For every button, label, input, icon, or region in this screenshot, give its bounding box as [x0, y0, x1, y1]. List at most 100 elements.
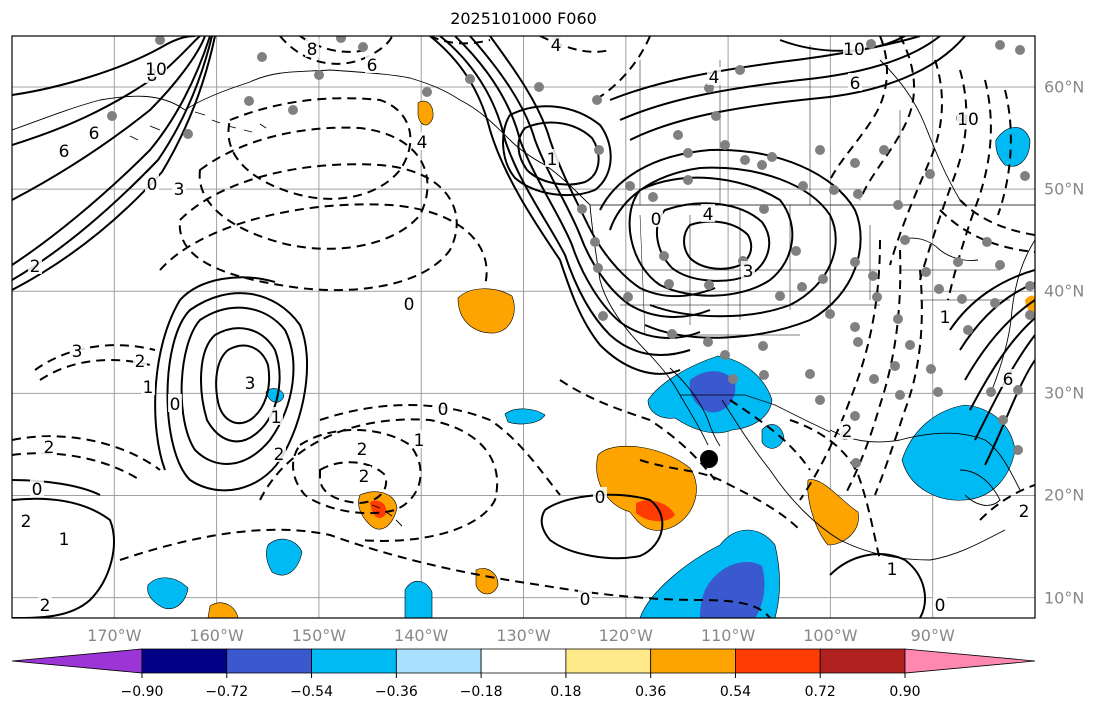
contour-label-bg — [57, 529, 71, 547]
contour-label: 0 — [651, 210, 662, 230]
colorbar-segment — [226, 648, 312, 674]
contour-label: 6 — [59, 142, 70, 162]
contour-label-bg — [885, 559, 899, 577]
contour-label: 4 — [417, 133, 428, 153]
contour-label-bg — [1001, 369, 1015, 387]
contour-label: 1 — [414, 431, 425, 451]
contour-label-bg — [305, 39, 319, 57]
great-lakes — [899, 237, 979, 261]
contour-label-bg — [701, 204, 715, 222]
contour-label-bg — [545, 149, 559, 167]
anomaly-area — [689, 371, 736, 413]
contour-label: 6 — [850, 74, 861, 94]
contour-label-bg — [168, 394, 182, 412]
contour-label: 1 — [143, 378, 154, 398]
contour-label: 4 — [551, 36, 562, 56]
contour-label: 1 — [59, 530, 70, 550]
contour-label-bg — [843, 39, 865, 57]
contour-label-bg — [649, 209, 663, 227]
contour-label: 6 — [89, 124, 100, 144]
anomaly-area — [504, 408, 546, 425]
baja-peninsula — [669, 367, 721, 447]
contour-label-bg — [243, 373, 257, 391]
colorbar-tick-label: −0.54 — [290, 684, 333, 700]
contour-label-bg — [30, 479, 44, 497]
contour-label: 2 — [1019, 502, 1030, 522]
contour-label: 2 — [30, 257, 41, 277]
anomaly-area — [807, 479, 859, 546]
longitude-label: 100°W — [803, 626, 858, 645]
contour-label-bg — [402, 294, 416, 312]
colorbar-tick-label: −0.36 — [374, 684, 418, 700]
contour-label: 3 — [743, 262, 754, 282]
contour-label-bg — [741, 261, 755, 279]
contour-label-bg — [133, 351, 147, 369]
contour-label: 1 — [271, 408, 282, 428]
colorbar-segment — [819, 648, 906, 674]
colorbar-segment — [395, 648, 482, 674]
contour-label-bg — [357, 466, 371, 484]
contour-label: 3 — [72, 342, 83, 362]
contour-label: 10 — [145, 60, 167, 80]
contour-label: 8 — [307, 40, 318, 60]
anomaly-area — [417, 100, 434, 126]
station-points — [107, 36, 1035, 468]
colorbar-segment — [311, 648, 397, 674]
dashed-contours — [12, 36, 1035, 618]
contour-label-bg — [355, 439, 369, 457]
latitude-label: 50°N — [1044, 179, 1085, 199]
contour-label: 0 — [438, 400, 449, 420]
anomaly-area — [147, 577, 189, 610]
map-frame — [11, 35, 1036, 619]
anomaly-area — [761, 424, 785, 449]
hudson-bay — [879, 59, 961, 201]
longitude-label: 90°W — [910, 626, 955, 645]
anomaly-area — [265, 388, 285, 403]
contour-label-bg — [938, 307, 952, 325]
contour-label-bg — [172, 179, 186, 197]
latitude-label: 10°N — [1044, 588, 1085, 608]
mexico-coast — [721, 399, 1006, 561]
contour-label-bg — [578, 589, 592, 607]
contour-label-bg — [145, 59, 167, 77]
contour-label: 0 — [170, 395, 181, 415]
contour-label: 3 — [174, 180, 185, 200]
contour-label: 0 — [935, 596, 946, 616]
contour-label-bg — [57, 141, 71, 159]
contour-label-bg — [593, 487, 607, 505]
colorbar-segment — [904, 648, 1036, 674]
anomaly-area — [404, 580, 433, 618]
latitude-label: 40°N — [1044, 281, 1085, 301]
longitude-label: 130°W — [496, 626, 551, 645]
latitude-label: 30°N — [1044, 383, 1085, 403]
contour-label: 0 — [32, 480, 43, 500]
contour-label: 3 — [245, 374, 256, 394]
map-title: 2025101000 F060 — [450, 9, 597, 28]
colorbar-tick-label: 0.36 — [635, 684, 667, 700]
anomaly-area — [995, 126, 1031, 167]
anomaly-area — [266, 538, 303, 576]
contour-label-bg — [28, 256, 42, 274]
colorbar-segment — [735, 648, 821, 674]
contour-label: 1 — [547, 150, 558, 170]
colorbar-tick-label: −0.90 — [120, 684, 164, 700]
contour-label: 2 — [842, 422, 853, 442]
contour-label: 6 — [367, 56, 378, 76]
contour-label: 1 — [940, 308, 951, 328]
longitude-label: 160°W — [189, 626, 244, 645]
yucatan — [959, 469, 1001, 506]
longitude-label: 140°W — [394, 626, 449, 645]
contour-label: 2 — [21, 512, 32, 532]
contour-label: 2 — [359, 467, 370, 487]
us-mexico-border — [680, 394, 831, 433]
contour-label: 2 — [40, 596, 51, 616]
east-coast — [989, 239, 1035, 396]
contour-label: 1 — [887, 560, 898, 580]
contour-label-bg — [70, 341, 84, 359]
contour-label: 4 — [709, 68, 720, 88]
longitude-label: 120°W — [598, 626, 653, 645]
colorbar-tick-label: 0.72 — [804, 684, 836, 700]
latitude-label: 60°N — [1044, 77, 1085, 97]
